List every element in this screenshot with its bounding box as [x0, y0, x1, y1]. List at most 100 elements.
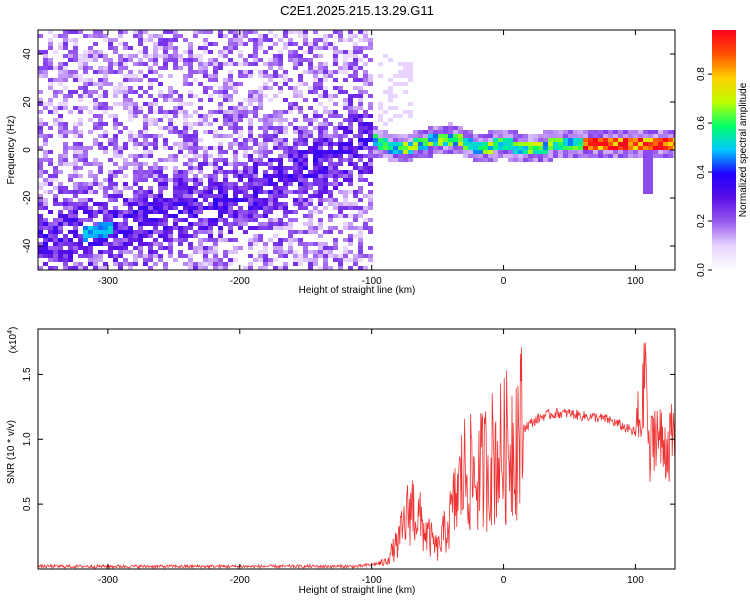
spectrogram-cell [628, 154, 633, 158]
spectrogram-cell [388, 142, 393, 146]
spectrogram-cell [138, 194, 143, 198]
spectrogram-cell [73, 142, 78, 146]
spectrogram-cell [363, 78, 368, 82]
spectrogram-cell [63, 154, 68, 158]
spectrogram-cell [473, 158, 478, 162]
spectrogram-cell [38, 206, 43, 210]
spectrogram-cell [348, 222, 353, 226]
spectrogram-cell [203, 266, 208, 270]
spectrogram-cell [188, 162, 193, 166]
spectrogram-cell [123, 42, 128, 46]
spectrogram-cell [148, 70, 153, 74]
spectrogram-cell [133, 114, 138, 118]
spectrogram-cell [358, 126, 363, 130]
spectrogram-cell [93, 162, 98, 166]
spectrogram-cell [358, 174, 363, 178]
snr-x-tick-label: 0 [501, 575, 507, 586]
spectrogram-cell [523, 154, 528, 158]
spectrogram-cell [333, 246, 338, 250]
spectrogram-cell [113, 62, 118, 66]
spectrogram-cell [398, 146, 403, 150]
spectrogram-cell [143, 74, 148, 78]
spectrogram-cell [398, 150, 403, 154]
spectrogram-x-tick-label: -100 [362, 276, 382, 287]
spectrogram-cell [118, 170, 123, 174]
spectrogram-cell [143, 38, 148, 42]
spectrogram-cell [103, 66, 108, 70]
spectrogram-cell [298, 206, 303, 210]
spectrogram-cell [78, 134, 83, 138]
spectrogram-y-label: Frequency (Hz) [6, 116, 17, 185]
spectrogram-cell [288, 238, 293, 242]
spectrogram-cell [368, 246, 373, 250]
spectrogram-cell [128, 58, 133, 62]
spectrogram-cell [128, 154, 133, 158]
spectrogram-cell [368, 162, 373, 166]
spectrogram-cell [233, 158, 238, 162]
spectrogram-cell [258, 94, 263, 98]
spectrogram-cell [113, 162, 118, 166]
spectrogram-cell [183, 170, 188, 174]
spectrogram-cell [113, 190, 118, 194]
spectrogram-cell [338, 214, 343, 218]
spectrogram-cell [283, 238, 288, 242]
spectrogram-cell [283, 170, 288, 174]
spectrogram-cell [198, 266, 203, 270]
spectrogram-cell [243, 110, 248, 114]
spectrogram-cell [98, 254, 103, 258]
spectrogram-cell [278, 190, 283, 194]
spectrogram-cell [193, 198, 198, 202]
spectrogram-cell [153, 78, 158, 82]
spectrogram-cell [48, 210, 53, 214]
spectrogram-cell [593, 154, 598, 158]
spectrogram-cell [328, 170, 333, 174]
spectrogram-cell [328, 162, 333, 166]
spectrogram-cell [643, 142, 648, 146]
spectrogram-cell [63, 38, 68, 42]
spectrogram-cell [413, 142, 418, 146]
snr-frame [37, 328, 676, 570]
spectrogram-cell [263, 94, 268, 98]
spectrogram-cell [188, 82, 193, 86]
spectrogram-cell [328, 34, 333, 38]
spectrogram-cell [318, 162, 323, 166]
spectrogram-cell [108, 222, 113, 226]
spectrogram-cell [173, 206, 178, 210]
spectrogram-cell [153, 118, 158, 122]
spectrogram-cell [48, 134, 53, 138]
spectrogram-cell [163, 66, 168, 70]
spectrogram-cell [138, 134, 143, 138]
spectrogram-cell [228, 162, 233, 166]
spectrogram-cell [143, 210, 148, 214]
spectrogram-cell [338, 182, 343, 186]
spectrogram-cell [278, 58, 283, 62]
spectrogram-cell [118, 102, 123, 106]
spectrogram-cell [63, 94, 68, 98]
spectrogram-cell [393, 150, 398, 154]
spectrogram-cell [78, 202, 83, 206]
spectrogram-cell [168, 154, 173, 158]
spectrogram-cell [303, 158, 308, 162]
spectrogram-cell [253, 238, 258, 242]
spectrogram-cell [653, 138, 658, 142]
spectrogram-cell [68, 218, 73, 222]
spectrogram-cell [203, 50, 208, 54]
spectrogram-cell [148, 78, 153, 82]
spectrogram-cell [298, 182, 303, 186]
spectrogram-cell [98, 162, 103, 166]
spectrogram-cell [328, 226, 333, 230]
spectrogram-cell [133, 110, 138, 114]
spectrogram-cell [213, 206, 218, 210]
spectrogram-cell [153, 242, 158, 246]
spectrogram-cell [343, 66, 348, 70]
spectrogram-cell [103, 178, 108, 182]
spectrogram-cell [173, 258, 178, 262]
spectrogram-cell [53, 50, 58, 54]
spectrogram-cell [638, 134, 643, 138]
spectrogram-cell [303, 182, 308, 186]
spectrogram-cell [418, 146, 423, 150]
spectrogram-cell [643, 150, 648, 154]
spectrogram-cell [498, 142, 503, 146]
spectrogram-cell [128, 110, 133, 114]
spectrogram-cell [573, 142, 578, 146]
